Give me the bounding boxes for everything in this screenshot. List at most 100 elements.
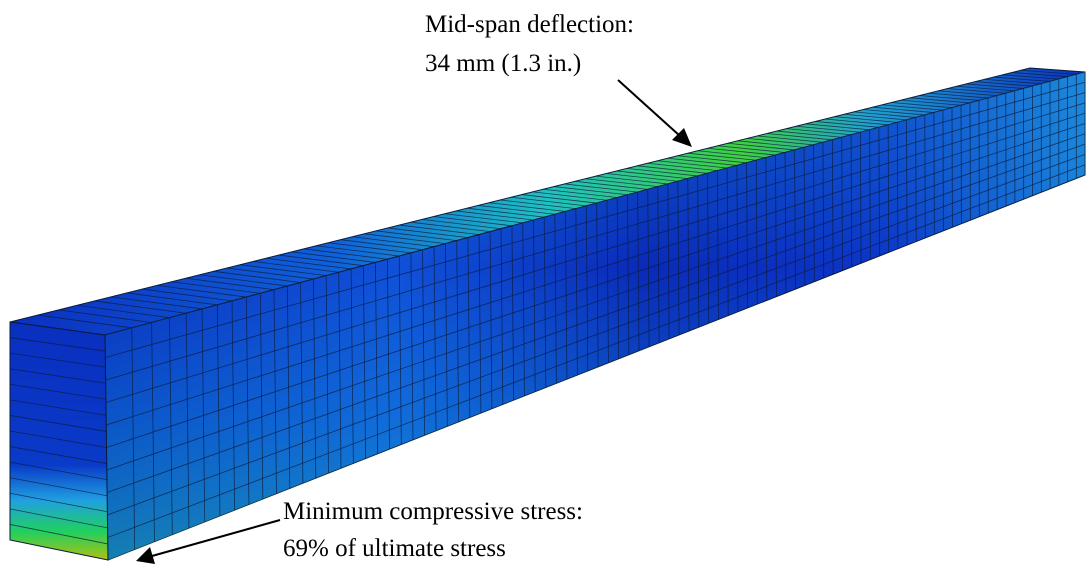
mesh-line [543, 188, 618, 198]
mesh-line [717, 145, 786, 153]
mesh-line [364, 233, 446, 245]
mesh-lines [9, 69, 1086, 550]
mesh-line [94, 300, 187, 314]
mesh-line [77, 304, 170, 319]
mesh-line [9, 524, 108, 545]
mesh-line [142, 288, 233, 302]
mesh-line [478, 205, 555, 215]
mesh-line [106, 112, 1086, 426]
mesh-line [455, 210, 534, 221]
mesh-line [1002, 74, 1059, 80]
mesh-line [107, 154, 1086, 516]
mesh-line [657, 160, 728, 169]
mesh-line [185, 277, 275, 291]
mesh-line [500, 199, 576, 210]
annotation-text: 69% of ultimate stress [283, 535, 506, 562]
mesh-line [352, 236, 435, 248]
mesh-line [240, 264, 327, 277]
arrow-head [136, 547, 155, 564]
arrow-line [151, 519, 281, 557]
annotation-text: Minimum compressive stress: [283, 498, 583, 525]
mesh-line [9, 430, 107, 448]
arrow-line [617, 79, 681, 137]
mesh-line [727, 142, 795, 151]
mesh-line [9, 415, 107, 432]
mesh-line [9, 461, 107, 481]
mesh-line [9, 368, 106, 384]
mesh-line [626, 167, 698, 177]
mesh-line [1020, 69, 1077, 75]
mesh-line [9, 492, 108, 513]
mesh-line [564, 183, 638, 193]
mesh-line [747, 137, 814, 146]
mesh-line [328, 242, 411, 254]
mesh-line [105, 92, 1086, 381]
mesh-line [387, 227, 468, 239]
mesh-line [637, 165, 708, 174]
annotation-text: Mid-span deflection: [425, 11, 634, 38]
mesh-line [126, 292, 218, 306]
mesh-line [757, 135, 823, 143]
beam-model [9, 67, 1086, 561]
mesh-line [891, 102, 953, 109]
mesh-line [825, 118, 889, 126]
annotation-top: Mid-span deflection: 34 mm (1.3 in.) [425, 11, 692, 147]
mesh-line [106, 123, 1086, 448]
mesh-line [805, 123, 870, 131]
mesh-line [110, 296, 203, 310]
mesh-line [919, 95, 980, 101]
mesh-line [796, 125, 861, 133]
mesh-line [947, 88, 1006, 94]
mesh-line [489, 202, 566, 212]
mesh-line [647, 162, 718, 172]
mesh-line [433, 216, 512, 227]
mesh-line [707, 147, 776, 156]
mesh-line [58, 309, 152, 323]
mesh-line [37, 314, 132, 329]
mesh-line [984, 78, 1042, 85]
mesh-line [965, 83, 1024, 89]
mesh-line [815, 121, 879, 128]
beam-end-face [9, 321, 109, 561]
mesh-line [303, 248, 388, 260]
mesh-line [521, 194, 597, 204]
mesh-line [844, 113, 907, 121]
mesh-line [553, 186, 628, 196]
annotation-text: 34 mm (1.3 in.) [425, 50, 581, 77]
mesh-line [410, 221, 491, 233]
mesh-line [993, 76, 1051, 82]
mesh-line [253, 261, 339, 273]
mesh-line [510, 196, 587, 207]
mesh-line [9, 383, 106, 400]
mesh-line [853, 111, 916, 118]
mesh-line [910, 97, 971, 104]
mesh-line [9, 352, 106, 368]
mesh-line [616, 170, 688, 179]
arrow-head [672, 128, 692, 147]
beam-side-shading [105, 72, 1085, 560]
mesh-line [585, 178, 658, 188]
mesh-line [444, 213, 523, 224]
mesh-line [737, 140, 805, 148]
mesh-line [928, 92, 988, 99]
mesh-line [340, 239, 423, 251]
mesh-line [938, 90, 997, 97]
mesh-line [422, 218, 502, 230]
mesh-line [9, 446, 107, 464]
mesh-line [574, 180, 648, 190]
mesh-line [786, 128, 852, 136]
mesh-line [532, 191, 608, 201]
mesh-line [863, 109, 925, 116]
mesh-line [882, 104, 943, 111]
mesh-line [9, 508, 108, 529]
mesh-line [900, 99, 962, 106]
mesh-line [291, 251, 376, 263]
mesh-line [1011, 72, 1068, 78]
mesh-line [595, 175, 668, 185]
mesh-line [606, 173, 678, 182]
mesh-line [157, 284, 247, 298]
mesh-line [106, 143, 1086, 493]
mesh-line [226, 267, 314, 280]
mesh-line [9, 477, 108, 497]
